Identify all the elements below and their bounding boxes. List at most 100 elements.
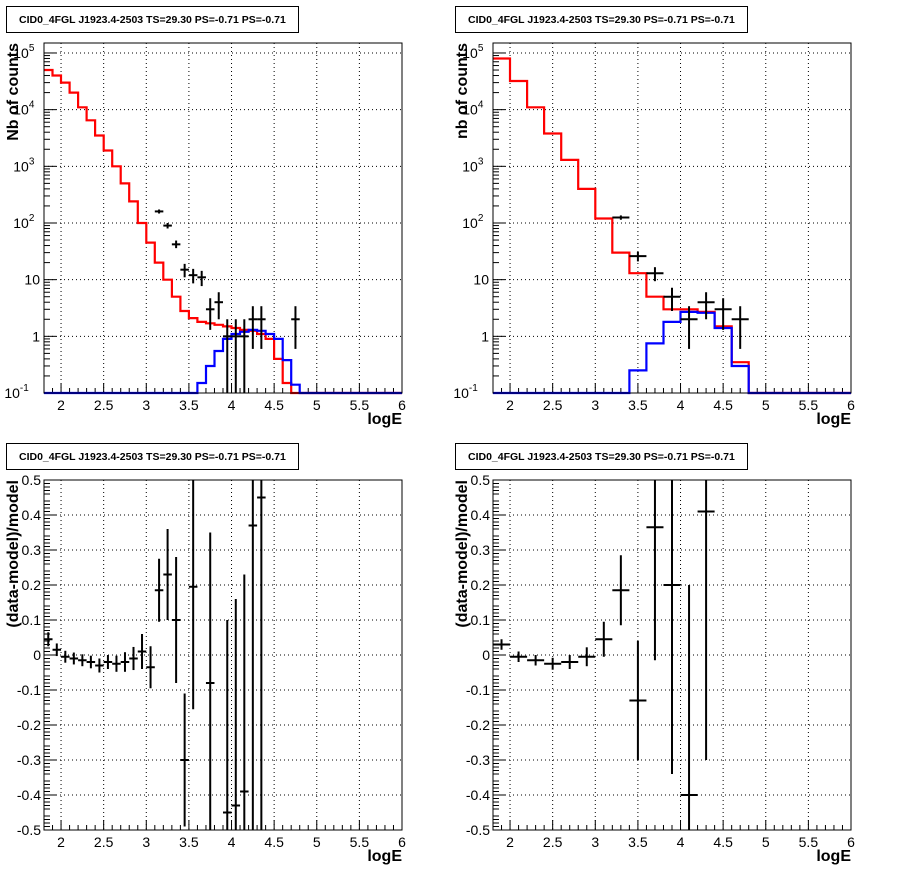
residual-point (69, 652, 79, 665)
x-axis-label: logE (367, 848, 402, 865)
y-tick-label: 0.2 (471, 577, 491, 593)
residual-point (78, 654, 87, 667)
data-point (154, 209, 164, 214)
x-tick-label: 3.5 (628, 834, 648, 850)
data-point (240, 319, 249, 393)
y-tick-label: 10 (24, 272, 40, 288)
y-axis-label: nb of counts (454, 43, 471, 139)
data-point (205, 298, 215, 330)
plot-frame (43, 42, 403, 394)
y-tick-label: 0.1 (471, 612, 491, 628)
x-tick-label: 2 (57, 397, 65, 413)
data-point (231, 319, 241, 393)
data-point (163, 222, 172, 229)
residual-point (697, 480, 715, 760)
y-tick-label: -0.4 (466, 787, 490, 803)
y-tick-label: 104 (13, 100, 35, 118)
y-tick-label: -0.3 (17, 752, 41, 768)
panel-residuals-coarse: 2 2.5 3 3.5 4 4.5 5 5.5 6 -0.5 -0.4 -0.3 -0.2 -0.1 0 0.… (449, 437, 898, 874)
x-tick-label: 4.5 (264, 397, 284, 413)
y-tick-label: -0.2 (17, 717, 41, 733)
data-point (629, 251, 647, 262)
residual-point (595, 621, 613, 657)
residual-point (188, 480, 198, 710)
residual-point (231, 599, 241, 830)
data-point (697, 292, 715, 320)
data-point (171, 240, 181, 249)
residual-point (612, 555, 630, 626)
y-tick-label: 102 (13, 213, 35, 231)
residual-point (527, 655, 545, 666)
x-tick-label: 5.5 (799, 397, 819, 413)
y-tick-label: 0 (482, 647, 490, 663)
data-point (731, 306, 749, 349)
x-tick-label: 2 (506, 834, 514, 850)
y-tick-label: 103 (13, 156, 35, 174)
residual-point (154, 558, 164, 622)
residual-point (240, 574, 249, 830)
residual-point (52, 643, 62, 657)
x-axis-label: logE (816, 848, 851, 865)
y-tick-label: 0.3 (471, 542, 491, 558)
x-tick-label: 2.5 (543, 834, 563, 850)
panel-counts-fine: 2 2.5 3 3.5 4 4.5 5 5.5 6 10-1 1 10 102 103 104 105 logE… (0, 0, 449, 437)
y-tick-label: 0.5 (471, 472, 491, 488)
y-tick-label: -0.1 (17, 682, 41, 698)
x-tick-label: 5 (762, 397, 770, 413)
residual-point (248, 480, 258, 830)
residual-point (120, 652, 130, 672)
residual-point (103, 655, 113, 669)
residual-point (629, 641, 647, 760)
data-point (180, 263, 189, 278)
y-tick-label: 0.2 (22, 577, 42, 593)
plot-frame (492, 479, 852, 831)
panel-counts-coarse: 2 2.5 3 3.5 4 4.5 5 5.5 6 10-1 1 10 102 103 104 105 logE… (449, 0, 898, 437)
x-tick-label: 3.5 (628, 397, 648, 413)
plot-frame (43, 479, 403, 831)
residual-point (510, 651, 528, 662)
y-tick-label: -0.4 (17, 787, 41, 803)
chart-title: CID0_4FGL J1923.4-2503 TS=29.30 PS=-0.71… (455, 443, 748, 470)
x-tick-label: 6 (847, 834, 855, 850)
x-tick-label: 4.5 (713, 397, 733, 413)
x-tick-label: 3 (591, 397, 599, 413)
x-tick-label: 4 (677, 397, 685, 413)
x-axis-label: logE (367, 411, 402, 428)
data-point (680, 306, 698, 349)
x-tick-label: 2.5 (94, 397, 114, 413)
data-point (248, 306, 258, 349)
x-tick-label: 4.5 (713, 834, 733, 850)
y-tick-label: 102 (462, 213, 484, 231)
data-point (188, 268, 198, 284)
data-point (714, 298, 732, 330)
y-tick-label: 104 (462, 100, 484, 118)
x-tick-label: 2 (57, 834, 65, 850)
y-tick-label: 0.1 (22, 612, 42, 628)
residual-point (646, 480, 664, 661)
residual-point (578, 647, 596, 667)
y-tick-label: 10-1 (453, 383, 478, 401)
residual-point (95, 658, 104, 673)
x-tick-label: 6 (847, 397, 855, 413)
x-tick-label: 4 (677, 834, 685, 850)
x-tick-label: 3.5 (179, 834, 199, 850)
y-tick-label: 105 (462, 43, 484, 61)
total-model-line (493, 57, 851, 395)
x-tick-label: 5 (762, 834, 770, 850)
chart-counts-fine: 2 2.5 3 3.5 4 4.5 5 5.5 6 10-1 1 10 102 103 104 105 logE… (4, 42, 406, 428)
data-point (257, 306, 266, 349)
residual-point (493, 639, 511, 650)
y-tick-label: 0.5 (22, 472, 42, 488)
source-model-line (493, 310, 851, 395)
x-tick-label: 6 (398, 397, 406, 413)
residual-point (663, 480, 681, 774)
residual-point (680, 585, 698, 830)
y-tick-label: 0.3 (22, 542, 42, 558)
y-tick-label: 0.4 (471, 507, 491, 523)
residual-point (86, 655, 96, 669)
y-tick-label: 103 (462, 156, 484, 174)
x-tick-label: 5.5 (350, 397, 370, 413)
y-tick-label: 0 (33, 647, 41, 663)
chart-counts-coarse: 2 2.5 3 3.5 4 4.5 5 5.5 6 10-1 1 10 102 103 104 105 logE… (453, 42, 855, 428)
y-axis-label: Nb of counts (5, 43, 22, 141)
